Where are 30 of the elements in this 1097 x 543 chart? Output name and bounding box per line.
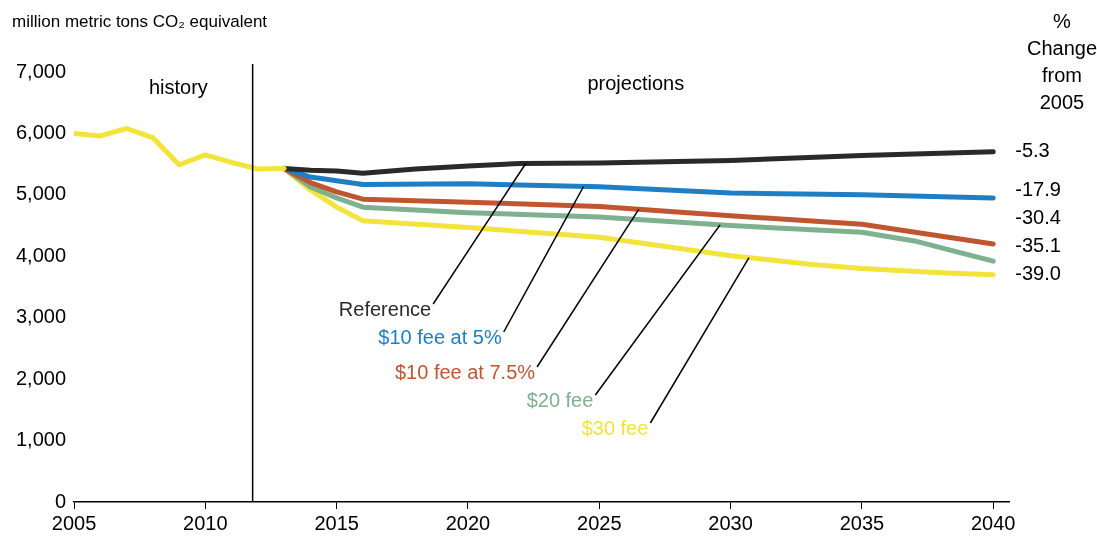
text: -5.3 [1015,139,1050,162]
text: Reference [338,297,432,320]
y-tick-label: 3,000 [15,305,67,328]
x-tick-label: 2020 [445,511,491,534]
annotation: projections [587,71,685,94]
y-tick-label: 7,000 [15,59,67,82]
x-tick-label: 2005 [51,511,97,534]
y-tick-label: 1,000 [15,428,67,451]
y-tick-label: 0 [54,489,67,512]
x-tick-label: 2015 [314,511,359,534]
x-tick-label: 2035 [839,511,885,534]
text: $10 fee at 5% [378,325,502,348]
y-tick-label: 4,000 [15,243,67,266]
x-tick-label: 2025 [577,511,622,534]
y-tick-label: 2,000 [15,366,67,389]
text: $30 fee [581,416,649,439]
text: % Change from 2005 [1026,9,1097,113]
text: -39.0 [1015,262,1061,285]
annotation: history [148,75,208,98]
text: -35.1 [1015,234,1061,257]
text: -17.9 [1015,178,1061,201]
x-tick-label: 2040 [970,511,1016,534]
x-tick-label: 2010 [183,511,228,534]
text: -30.4 [1015,206,1061,229]
text: $10 fee at 7.5% [394,360,536,383]
y-tick-label: 5,000 [15,182,67,205]
y-tick-label: 6,000 [15,120,67,143]
text: $20 fee [526,388,594,411]
y-axis-title: million metric tons CO₂ equivalent [12,11,268,31]
x-tick-label: 2030 [708,511,753,534]
